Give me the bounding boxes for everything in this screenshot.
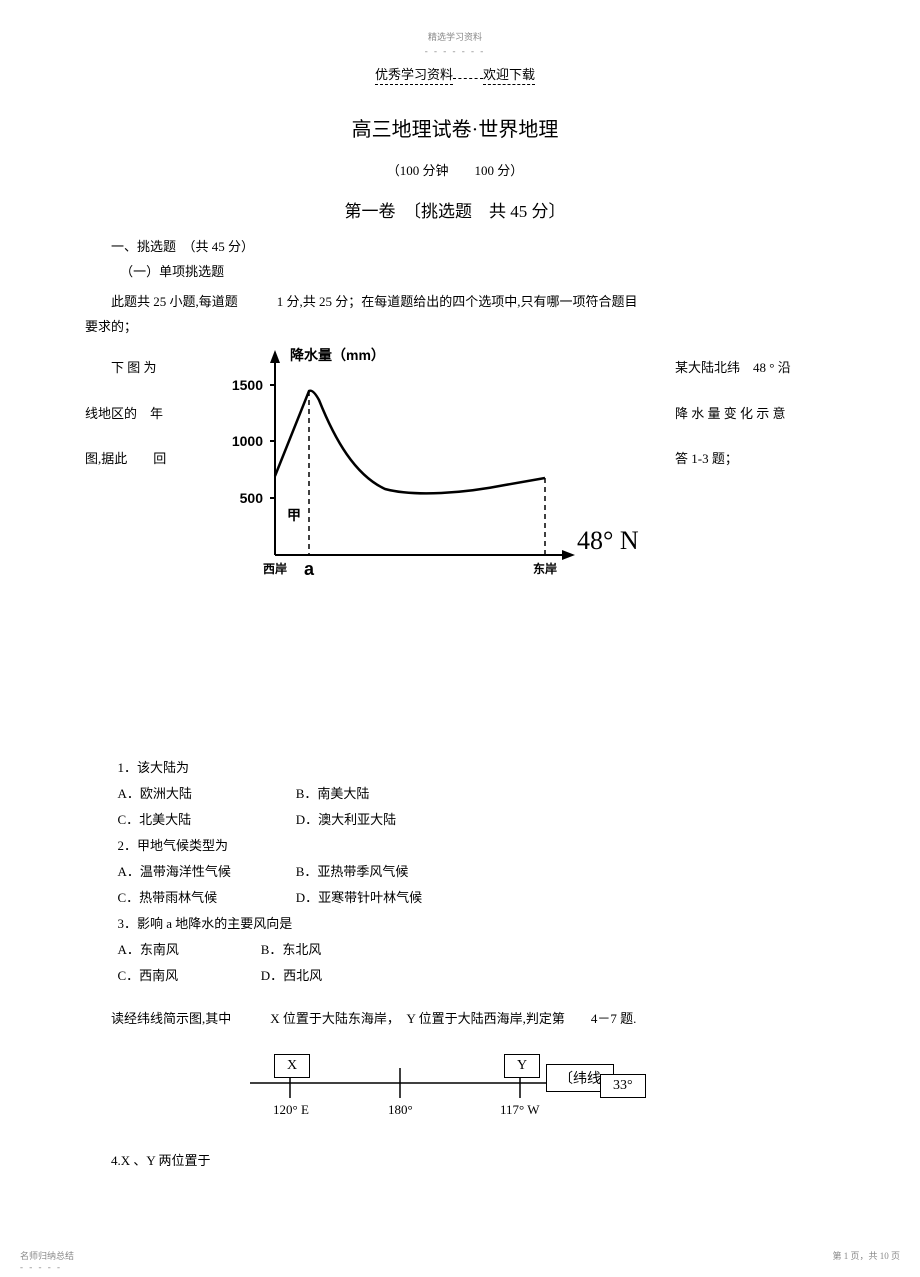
box-y: Y <box>504 1054 540 1078</box>
q3-opt-b: B．东北风 <box>261 937 322 963</box>
xlabel-west: 西岸 <box>263 561 287 576</box>
wrap-left-3: 图,据此 回 <box>85 436 175 482</box>
q1-row1: A．欧洲大陆 B．南美大陆 <box>118 781 826 807</box>
lon-120e: 120° E <box>273 1102 309 1118</box>
footer-right: 第 1 页，共 10 页 <box>832 1249 900 1262</box>
header-line: 优秀学习资料 欢迎下载 <box>85 64 825 83</box>
q2-row2: C．热带雨林气候 D．亚寒带针叶林气候 <box>118 885 826 911</box>
header-gap <box>453 78 483 79</box>
intro-paragraph: 此题共 25 小题,每道题 1 分,共 25 分；在每道题给出的四个选项中,只有… <box>85 290 825 339</box>
longitude-diagram: X Y 〔纬线 33° 120° E 180° 117° W <box>240 1046 670 1130</box>
q2-text: 2．甲地气候类型为 <box>118 833 826 859</box>
ytick-1500: 1500 <box>232 377 263 393</box>
wrap-left-1: 下 图 为 <box>85 345 175 391</box>
box-x: X <box>274 1054 310 1078</box>
ytick-500: 500 <box>240 490 264 506</box>
xlabel-east: 东岸 <box>533 561 557 576</box>
wrap-right-text: 某大陆北纬 48 ° 沿 降 水 量 变 化 示 意 答 1-3 题； <box>675 345 825 482</box>
q2-opt-a: A．温带海洋性气候 <box>118 859 293 885</box>
wrap-right-3: 答 1-3 题； <box>675 436 825 482</box>
q1-row2: C．北美大陆 D．澳大利亚大陆 <box>118 807 826 833</box>
q2-opt-d: D．亚寒带针叶林气候 <box>296 885 422 911</box>
q3-row2: C．西南风 D．西北风 <box>118 963 826 989</box>
ytick-1000: 1000 <box>232 433 263 449</box>
xlabel-a: a <box>304 559 315 579</box>
precipitation-chart: 500 1000 1500 降水量（mm） 甲 西岸 a 东岸 48° N <box>205 345 645 595</box>
page-title: 高三地理试卷·世界地理 <box>85 113 825 142</box>
geo-pre: 读经纬线简示图,其中 <box>111 1011 231 1026</box>
q3-opt-a: A．东南风 <box>118 937 258 963</box>
box-lat-value: 33° <box>600 1074 646 1098</box>
footer-left: 名师归纳总结 <box>20 1249 74 1262</box>
section1-title: 第一卷 〔挑选题 共 45 分〕 <box>85 197 825 222</box>
geo-end: 4－7 题. <box>591 1011 637 1026</box>
intro-l1b: 1 分,共 25 分；在每道题给出的四个选项中,只有哪一项符合题目 <box>277 294 638 309</box>
wrap-right-1: 某大陆北纬 48 ° 沿 <box>675 345 825 391</box>
q1-opt-b: B．南美大陆 <box>296 781 370 807</box>
q1-opt-d: D．澳大利亚大陆 <box>296 807 396 833</box>
footer-left-dashes: - - - - - <box>20 1262 62 1272</box>
geo-mid2: Y 位置于大陆西海岸,判定第 <box>406 1011 564 1026</box>
header-left: 优秀学习资料 <box>375 67 453 85</box>
q3-opt-d: D．西北风 <box>261 963 322 989</box>
q3-opt-c: C．西南风 <box>118 963 258 989</box>
q4-text: 4.X 、Y 两位置于 <box>85 1150 825 1169</box>
q2-opt-b: B．亚热带季风气候 <box>296 859 409 885</box>
intro-l2: 要求的； <box>85 319 137 334</box>
q2-opt-c: C．热带雨林气候 <box>118 885 293 911</box>
q1-opt-a: A．欧洲大陆 <box>118 781 293 807</box>
wrap-left-2: 线地区的 年 <box>85 391 175 437</box>
top-small-header: 精选学习资料 <box>85 30 825 43</box>
q1-text: 1．该大陆为 <box>118 755 826 781</box>
duration-score: （100 分钟 100 分） <box>85 160 825 179</box>
questions-block: 1．该大陆为 A．欧洲大陆 B．南美大陆 C．北美大陆 D．澳大利亚大陆 2．甲… <box>85 755 825 989</box>
lon-117w: 117° W <box>500 1102 540 1118</box>
marker-jia: 甲 <box>287 507 301 523</box>
top-dashes: - - - - - - - <box>85 46 825 56</box>
lon-180: 180° <box>388 1102 413 1118</box>
q3-text: 3．影响 a 地降水的主要风向是 <box>118 911 826 937</box>
lat-label: 48° N <box>577 526 639 555</box>
header-right: 欢迎下载 <box>483 67 535 85</box>
section1-h1: 一、挑选题 （共 45 分） <box>85 236 825 255</box>
chart-container: 500 1000 1500 降水量（mm） 甲 西岸 a 东岸 48° N <box>175 345 675 595</box>
q2-row1: A．温带海洋性气候 B．亚热带季风气候 <box>118 859 826 885</box>
intro-l1a: 此题共 25 小题,每道题 <box>111 294 238 309</box>
wrap-right-2: 降 水 量 变 化 示 意 <box>675 391 825 437</box>
section1-h2: （一）单项挑选题 <box>85 261 825 280</box>
wrap-left-text: 下 图 为 线地区的 年 图,据此 回 <box>85 345 175 482</box>
y-axis-title: 降水量（mm） <box>290 347 385 363</box>
geo-intro-para: 读经纬线简示图,其中 X 位置于大陆东海岸， Y 位置于大陆西海岸,判定第 4－… <box>85 1007 825 1032</box>
geo-mid1: X 位置于大陆东海岸， <box>270 1011 393 1026</box>
q3-row1: A．东南风 B．东北风 <box>118 937 826 963</box>
chart-wrap-section: 下 图 为 线地区的 年 图,据此 回 某大陆北纬 48 ° 沿 降 水 量 变… <box>85 345 825 595</box>
q1-opt-c: C．北美大陆 <box>118 807 293 833</box>
